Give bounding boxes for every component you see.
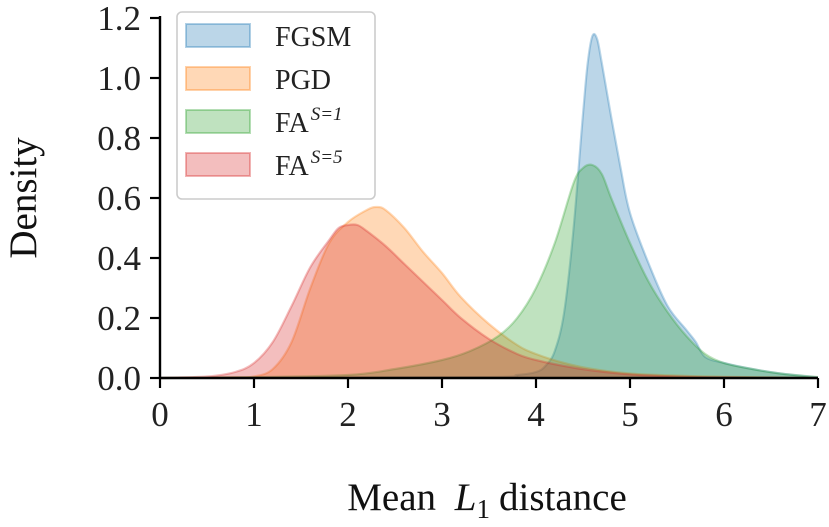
- y-tick-label-5: 1.0: [97, 59, 141, 98]
- line-pgd: [159, 205, 819, 380]
- y-tick-label-3: 0.6: [97, 179, 141, 218]
- x-tick-label-6: 6: [715, 395, 733, 434]
- x-axis-title-suffix: distance: [499, 476, 627, 519]
- line-fa-s-1: [159, 163, 819, 380]
- legend-swatch-fgsm: [185, 23, 251, 48]
- x-tick-label-5: 5: [621, 395, 639, 434]
- legend-swatch-pgd: [185, 66, 251, 91]
- y-axis-ticks: 0.0 0.2 0.4 0.6 0.8 1.0 1.2: [97, 0, 160, 398]
- y-axis-title: Density: [2, 137, 45, 259]
- x-axis-title-subscript: 1: [476, 494, 490, 524]
- x-axis-ticks: 0 1 2 3 4 5 6 7: [151, 378, 827, 434]
- y-tick-label-1: 0.2: [97, 299, 141, 338]
- y-tick-label-2: 0.4: [97, 239, 141, 278]
- area-fa-s-1: [160, 164, 818, 378]
- line-fgsm: [159, 32, 819, 380]
- area-pgd: [160, 206, 818, 378]
- y-tick-label-6: 1.2: [97, 0, 141, 38]
- x-tick-label-2: 2: [339, 395, 357, 434]
- x-axis-title-prefix: Mean: [347, 476, 436, 519]
- y-tick-label-4: 0.8: [97, 119, 141, 158]
- x-tick-label-0: 0: [151, 395, 169, 434]
- x-axis-title-symbol: L: [454, 476, 477, 519]
- x-tick-label-4: 4: [527, 395, 545, 434]
- area-fgsm: [160, 33, 818, 378]
- legend-items: FGSM PGD FA S=1 FA S=5: [185, 22, 351, 182]
- x-tick-label-1: 1: [245, 395, 263, 434]
- legend: FGSM PGD FA S=1 FA S=5: [176, 11, 376, 200]
- density-areas: [159, 32, 819, 380]
- legend-label-fa-s-1: FA S=1: [275, 104, 343, 139]
- x-tick-label-7: 7: [809, 395, 827, 434]
- area-fa-s-5: [160, 224, 818, 378]
- legend-label-pgd: PGD: [275, 65, 331, 96]
- legend-label-fa-s-5: FA S=5: [275, 147, 343, 182]
- legend-swatch-fa-s-5: [185, 152, 251, 177]
- legend-frame: [176, 11, 376, 200]
- legend-swatch-fa-s-1: [185, 109, 251, 134]
- line-fa-s-5: [159, 223, 819, 380]
- x-tick-label-3: 3: [433, 395, 451, 434]
- legend-label-fgsm: FGSM: [275, 22, 351, 53]
- y-tick-label-0: 0.0: [97, 359, 141, 398]
- x-axis-title: Mean L1 distance: [347, 476, 627, 524]
